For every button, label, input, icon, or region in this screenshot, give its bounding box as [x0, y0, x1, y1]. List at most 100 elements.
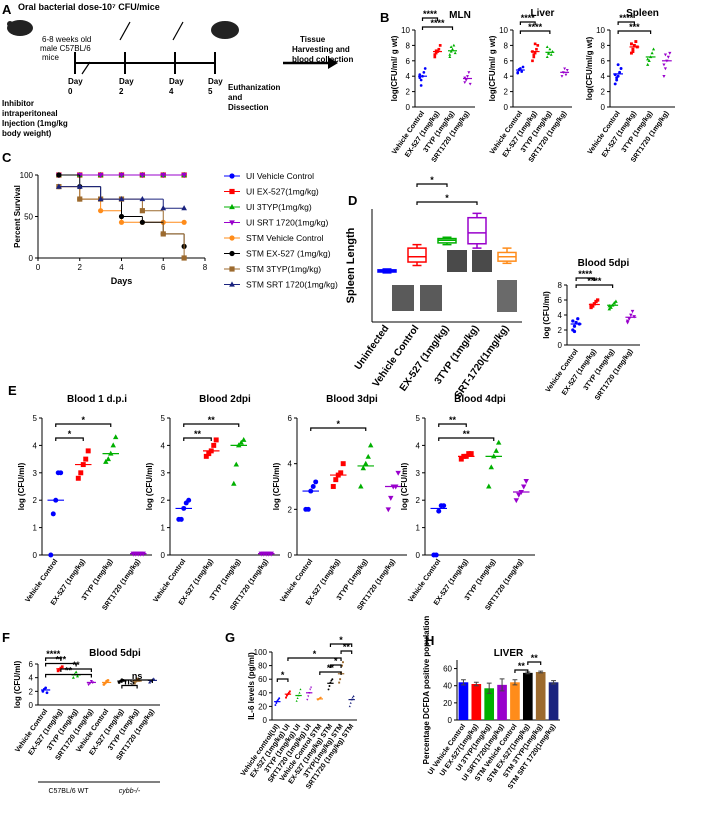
- significance-bracket: [416, 183, 448, 187]
- point: [186, 497, 192, 503]
- y-tick-label: 0: [29, 701, 34, 710]
- y-tick-label: 8: [558, 281, 563, 290]
- significance-label: **: [73, 660, 81, 670]
- point: [181, 219, 187, 225]
- point: [211, 442, 217, 448]
- y-tick-label: 3: [33, 469, 38, 478]
- point: [103, 458, 109, 464]
- point: [486, 483, 492, 489]
- point: [56, 669, 60, 673]
- significance-bracket: [519, 21, 536, 25]
- point: [592, 302, 597, 306]
- point: [625, 319, 630, 323]
- significance-label: ns: [124, 677, 135, 687]
- point: [449, 45, 453, 49]
- point: [181, 255, 187, 261]
- panel-label: G: [225, 630, 235, 645]
- significance-label: ****: [578, 269, 593, 279]
- y-tick-label: 4: [161, 441, 166, 450]
- photo: [472, 250, 492, 272]
- y-tick-label: 0: [448, 716, 453, 725]
- significance-bracket: [287, 657, 342, 661]
- point: [112, 434, 119, 440]
- point: [433, 55, 437, 59]
- point: [333, 477, 339, 483]
- day-label: 0: [68, 87, 73, 96]
- significance-bracket: [45, 673, 92, 678]
- significance-bracket: [416, 201, 478, 205]
- point: [181, 205, 187, 211]
- point: [118, 195, 125, 202]
- chart-title: LIVER: [494, 648, 524, 659]
- y-axis-label: log(CFU/ml/ g wt): [488, 35, 497, 101]
- point: [295, 699, 298, 702]
- point: [560, 75, 564, 78]
- point: [453, 51, 457, 55]
- point: [388, 495, 394, 501]
- y-axis-label: log (CFU/ml): [13, 660, 22, 708]
- y-tick-label: 50: [24, 213, 33, 222]
- y-tick-label: 2: [406, 88, 411, 97]
- point: [229, 188, 235, 195]
- significance-label: *: [445, 193, 449, 203]
- error-bar: [499, 678, 505, 692]
- point: [310, 484, 316, 489]
- significance-label: *: [313, 649, 317, 659]
- point: [287, 691, 290, 694]
- point: [563, 67, 567, 71]
- y-tick-label: 10: [401, 26, 410, 35]
- point: [516, 71, 520, 75]
- mouse-icon: [7, 20, 33, 36]
- point: [545, 55, 549, 59]
- y-tick-label: 6: [406, 57, 411, 66]
- point: [572, 329, 577, 334]
- point: [330, 484, 336, 489]
- point: [352, 695, 355, 697]
- point: [85, 448, 91, 454]
- significance-bracket: [575, 277, 595, 281]
- point: [56, 172, 62, 178]
- error-bar: [486, 682, 492, 694]
- point: [97, 172, 104, 179]
- end-text: Euthanization: [228, 83, 281, 92]
- point: [520, 70, 524, 73]
- point: [418, 73, 422, 77]
- point: [385, 507, 392, 513]
- y-tick-label: 2: [161, 496, 166, 505]
- point: [651, 47, 656, 51]
- y-tick-label: 8: [601, 41, 606, 50]
- point: [571, 319, 575, 323]
- dose-text: Oral bacterial dose-10⁷ CFU/mice: [18, 2, 160, 12]
- point: [631, 50, 635, 54]
- point: [296, 697, 299, 700]
- x-tick-label: 6: [161, 263, 166, 272]
- panel-label: F: [2, 630, 10, 645]
- point: [589, 305, 593, 310]
- point: [139, 208, 145, 214]
- y-tick-label: 6: [601, 57, 606, 66]
- significance-label: *: [336, 419, 340, 429]
- syringe: [119, 21, 131, 41]
- significance-label: *: [339, 635, 343, 645]
- chart-title: Blood 5dpi: [578, 258, 630, 269]
- error-bar: [461, 679, 466, 686]
- significance-bracket: [575, 284, 614, 288]
- point: [619, 67, 623, 70]
- point: [631, 47, 635, 51]
- point: [305, 506, 311, 512]
- point: [229, 173, 235, 179]
- significance-bracket: [617, 30, 652, 34]
- point: [160, 231, 166, 237]
- point: [521, 65, 525, 69]
- y-tick-label: 1: [416, 524, 421, 533]
- bar: [458, 682, 469, 720]
- chart-title: Blood 3dpi: [326, 394, 378, 405]
- significance-bracket: [421, 26, 454, 30]
- y-tick-label: 0: [161, 551, 166, 560]
- error-bar: [551, 680, 556, 685]
- point: [668, 51, 672, 55]
- y-tick-label: 0: [504, 103, 509, 112]
- y-tick-label: 0: [288, 551, 293, 560]
- significance-label: **: [531, 653, 539, 663]
- x-tick-label: 8: [203, 263, 208, 272]
